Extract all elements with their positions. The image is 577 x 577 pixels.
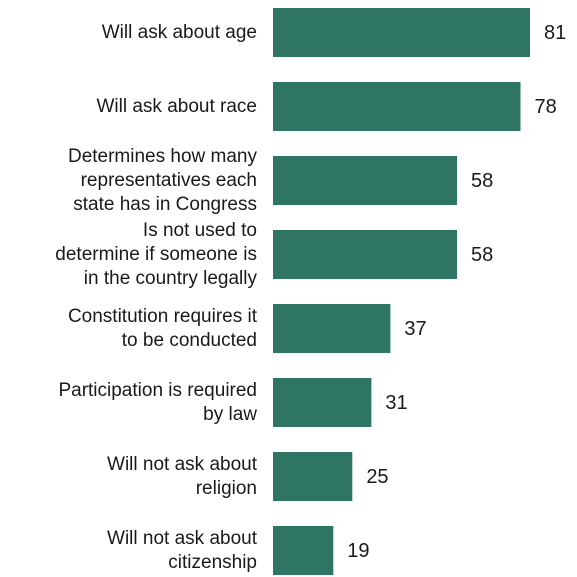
value-label: 31 [385,391,408,414]
category-label: Will ask about age [101,21,257,43]
bar [273,156,457,205]
value-label: 58 [471,243,494,266]
category-label: Is not used to determine if someone is i… [55,219,257,289]
category-label: Will not ask about citizenship [107,527,257,573]
bar [273,378,372,427]
value-label: 81 [544,21,567,44]
value-label: 37 [404,317,427,340]
value-label: 19 [347,539,370,562]
bar [273,526,334,575]
bar [273,304,391,353]
bar [273,8,530,57]
bar [273,230,457,279]
category-label: Constitution requires it to be conducted [67,305,257,351]
category-label: Participation is required by law [58,379,257,425]
bar [273,452,353,501]
bar [273,82,521,131]
category-label: Will not ask about religion [107,453,257,499]
value-label: 78 [534,95,557,118]
category-label: Will ask about race [96,95,257,117]
category-label: Determines how many representatives each… [67,145,257,215]
value-label: 58 [471,169,494,192]
value-label: 25 [366,465,389,488]
